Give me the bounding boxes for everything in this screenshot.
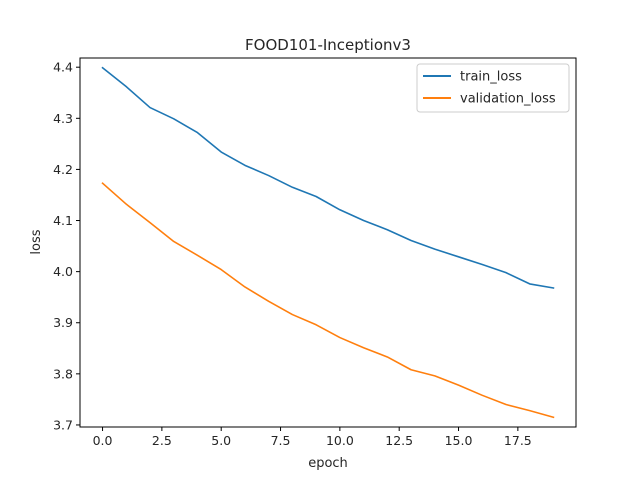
y-tick-label: 3.9: [53, 315, 73, 330]
x-tick-label: 10.0: [326, 433, 354, 448]
y-tick-label: 3.7: [53, 417, 73, 432]
legend-label-train-loss: train_loss: [460, 70, 522, 85]
series-line-validation-loss: [101, 182, 555, 419]
x-axis-title: epoch: [308, 456, 348, 471]
legend: train_loss validation_loss: [416, 63, 570, 113]
y-tick-label: 4.4: [53, 60, 73, 75]
x-tick-label: 0.0: [93, 433, 113, 448]
y-tick-label: 3.8: [53, 366, 73, 381]
series-line-train-loss: [101, 66, 555, 289]
legend-box: [416, 63, 570, 113]
x-tick-label: 5.0: [211, 433, 231, 448]
y-tick-label: 4.1: [53, 213, 73, 228]
y-tick-label: 4.3: [53, 111, 73, 126]
y-tick-label: 4.2: [53, 162, 73, 177]
y-axis-title: loss: [29, 229, 44, 254]
chart-title: FOOD101-Inceptionv3: [245, 36, 411, 54]
x-tick-label: 15.0: [445, 433, 473, 448]
legend-label-validation-loss: validation_loss: [460, 92, 556, 107]
plot-frame: [79, 57, 577, 428]
series-lines: [101, 66, 555, 419]
x-tick-label: 17.5: [504, 433, 532, 448]
y-tick-label: 4.0: [53, 264, 73, 279]
x-tick-label: 12.5: [385, 433, 413, 448]
x-tick-label: 7.5: [271, 433, 291, 448]
x-tick-label: 2.5: [152, 433, 172, 448]
plot-area: [80, 58, 576, 427]
axis-ticks: 0.0 2.5 5.0 7.5 10.0 12.5 15.0 17.5 3.7 3.8 3.9 4.0…: [53, 60, 532, 448]
